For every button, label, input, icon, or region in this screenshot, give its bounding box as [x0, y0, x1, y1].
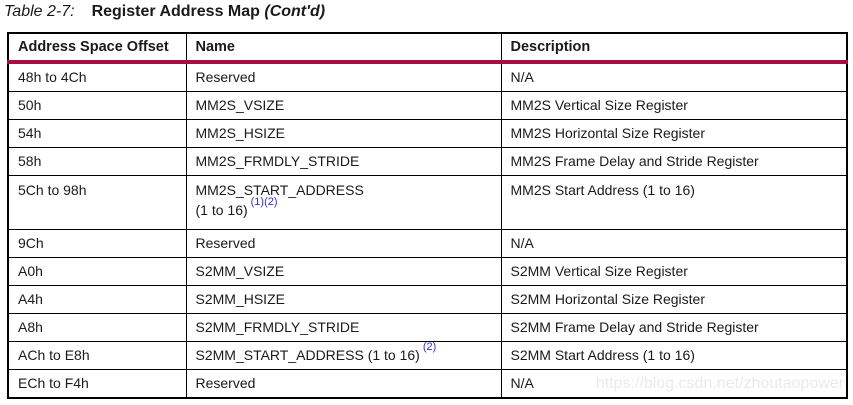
table-row: A8h S2MM_FRMDLY_STRIDE S2MM Frame Delay …	[7, 313, 848, 342]
table-row: 50h MM2S_VSIZE MM2S Vertical Size Regist…	[7, 91, 848, 120]
table-row: 58h MM2S_FRMDLY_STRIDE MM2S Frame Delay …	[7, 147, 848, 176]
cell-name: Reserved	[185, 369, 502, 399]
table-caption: Table 2-7: Register Address Map (Cont'd)	[4, 3, 325, 21]
footnote-link[interactable]: (2)	[422, 341, 437, 354]
col-header-name: Name	[185, 32, 502, 64]
table-row: 5Ch to 98h MM2S_START_ADDRESS (1 to 16) (1…	[7, 175, 848, 230]
cell-description: N/A	[500, 61, 848, 92]
cell-description: S2MM Horizontal Size Register	[500, 285, 848, 314]
cell-name: MM2S_START_ADDRESS (1 to 16) (1)(2)	[185, 175, 502, 230]
table-row: ECh to F4h Reserved N/A	[7, 369, 848, 399]
cell-offset: 48h to 4Ch	[7, 61, 187, 92]
table-row: ACh to E8h S2MM_START_ADDRESS (1 to 16)(…	[7, 341, 848, 370]
cell-offset: 58h	[7, 147, 187, 176]
cell-name: Reserved	[185, 229, 502, 258]
col-header-description: Description	[500, 32, 848, 64]
cell-name: S2MM_HSIZE	[185, 285, 502, 314]
cell-name: S2MM_FRMDLY_STRIDE	[185, 313, 502, 342]
cell-name: S2MM_START_ADDRESS (1 to 16) (2)	[185, 341, 502, 370]
table-row: A0h S2MM_VSIZE S2MM Vertical Size Regist…	[7, 257, 848, 286]
header-row: Address Space Offset Name Description	[7, 32, 848, 64]
table-caption-number: Table 2-7:	[4, 3, 75, 20]
cell-description: S2MM Start Address (1 to 16)	[500, 341, 848, 370]
table-row: A4h S2MM_HSIZE S2MM Horizontal Size Regi…	[7, 285, 848, 314]
cell-description: MM2S Start Address (1 to 16)	[500, 175, 848, 230]
cell-offset: A0h	[7, 257, 187, 286]
table-caption-title: Register Address Map	[91, 3, 260, 20]
cell-offset: 54h	[7, 119, 187, 148]
cell-name: Reserved	[185, 61, 502, 92]
table-row: 48h to 4Ch Reserved N/A	[7, 61, 848, 92]
footnote-link[interactable]: (1)(2)	[250, 196, 278, 209]
cell-offset: ECh to F4h	[7, 369, 187, 399]
cell-name: MM2S_HSIZE	[185, 119, 502, 148]
cell-offset: A8h	[7, 313, 187, 342]
cell-description: MM2S Frame Delay and Stride Register	[500, 147, 848, 176]
cell-offset: A4h	[7, 285, 187, 314]
cell-description: MM2S Horizontal Size Register	[500, 119, 848, 148]
cell-description: MM2S Vertical Size Register	[500, 91, 848, 120]
cell-offset: 50h	[7, 91, 187, 120]
register-address-map-table: Address Space Offset Name Description 48…	[7, 32, 848, 399]
cell-offset: 9Ch	[7, 229, 187, 258]
cell-description: N/A	[500, 369, 848, 399]
table-row: 9Ch Reserved N/A	[7, 229, 848, 258]
cell-description: S2MM Frame Delay and Stride Register	[500, 313, 848, 342]
cell-description: S2MM Vertical Size Register	[500, 257, 848, 286]
cell-name: MM2S_VSIZE	[185, 91, 502, 120]
cell-name: S2MM_VSIZE	[185, 257, 502, 286]
cell-offset: ACh to E8h	[7, 341, 187, 370]
cell-description: N/A	[500, 229, 848, 258]
register-name: S2MM_START_ADDRESS (1 to 16)	[195, 347, 420, 363]
register-name-line2: (1 to 16)	[195, 202, 248, 218]
register-name-line1: MM2S_START_ADDRESS	[195, 182, 364, 198]
table-caption-contd: (Cont'd)	[264, 3, 326, 20]
col-header-address-space-offset: Address Space Offset	[7, 32, 187, 64]
cell-name: MM2S_FRMDLY_STRIDE	[185, 147, 502, 176]
table-row: 54h MM2S_HSIZE MM2S Horizontal Size Regi…	[7, 119, 848, 148]
cell-offset: 5Ch to 98h	[7, 175, 187, 230]
